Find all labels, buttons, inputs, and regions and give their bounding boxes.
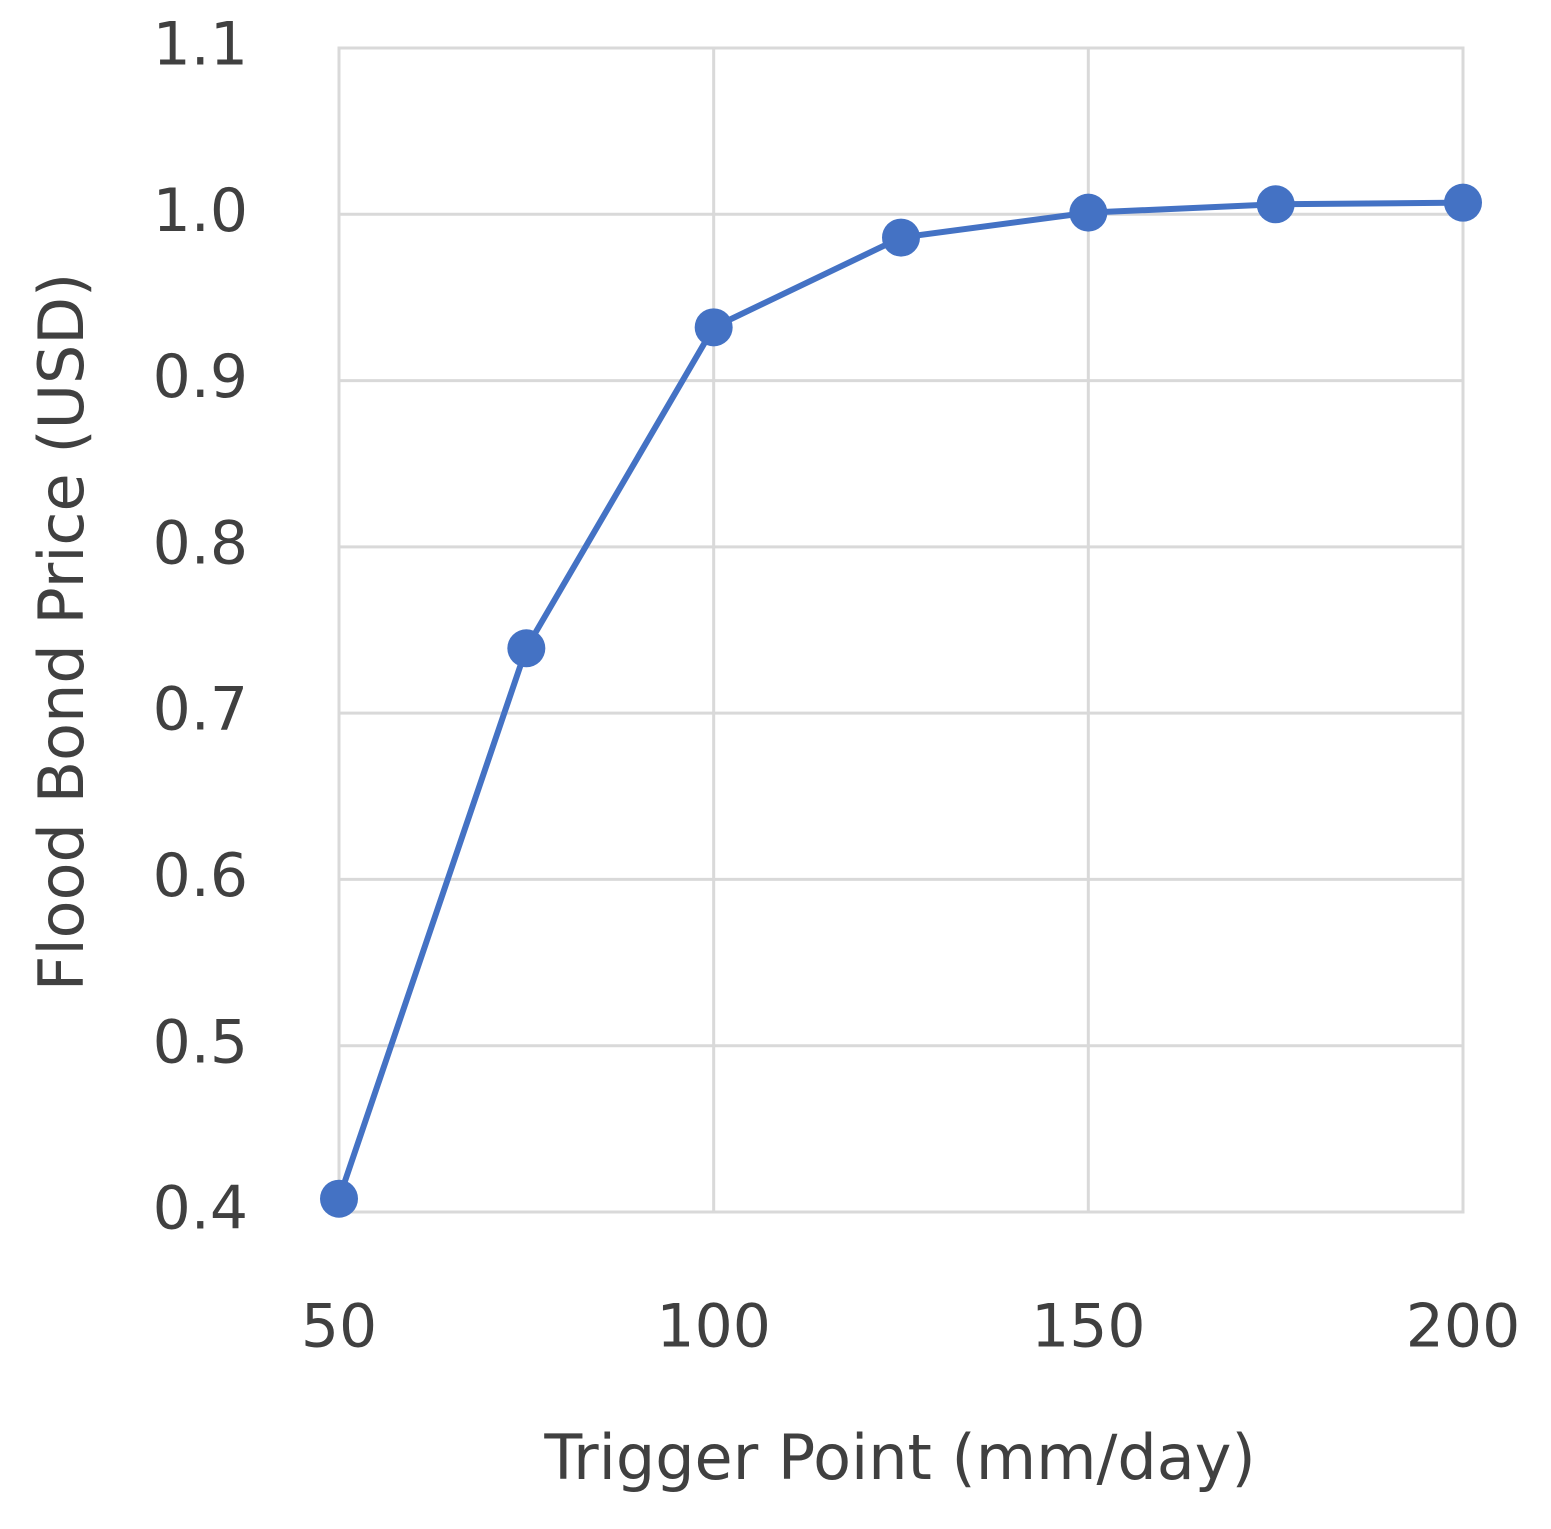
y-axis-title: Flood Bond Price (USD)	[25, 273, 98, 991]
data-point	[320, 1179, 358, 1218]
y-tick-label: 1.0	[153, 176, 248, 246]
x-tick-label: 50	[301, 1292, 377, 1362]
y-tick-label: 0.4	[153, 1174, 248, 1244]
y-tick-label: 0.7	[153, 675, 248, 745]
data-point	[694, 308, 733, 347]
x-tick-label: 200	[1406, 1292, 1521, 1362]
data-point	[1069, 193, 1108, 232]
y-tick-label: 0.6	[153, 841, 248, 911]
x-axis-title: Trigger Point (mm/day)	[543, 1421, 1255, 1494]
x-tick-label: 150	[1031, 1292, 1146, 1362]
y-tick-label: 1.1	[153, 10, 248, 80]
y-tick-label: 0.5	[153, 1007, 248, 1077]
x-tick-label: 100	[656, 1292, 771, 1362]
data-point	[882, 218, 920, 257]
y-tick-label: 0.8	[153, 508, 248, 578]
data-point	[1444, 183, 1482, 222]
data-line	[336, 199, 1464, 1200]
data-point	[507, 629, 546, 668]
data-point	[1256, 185, 1295, 224]
y-tick-label: 0.9	[153, 342, 248, 412]
